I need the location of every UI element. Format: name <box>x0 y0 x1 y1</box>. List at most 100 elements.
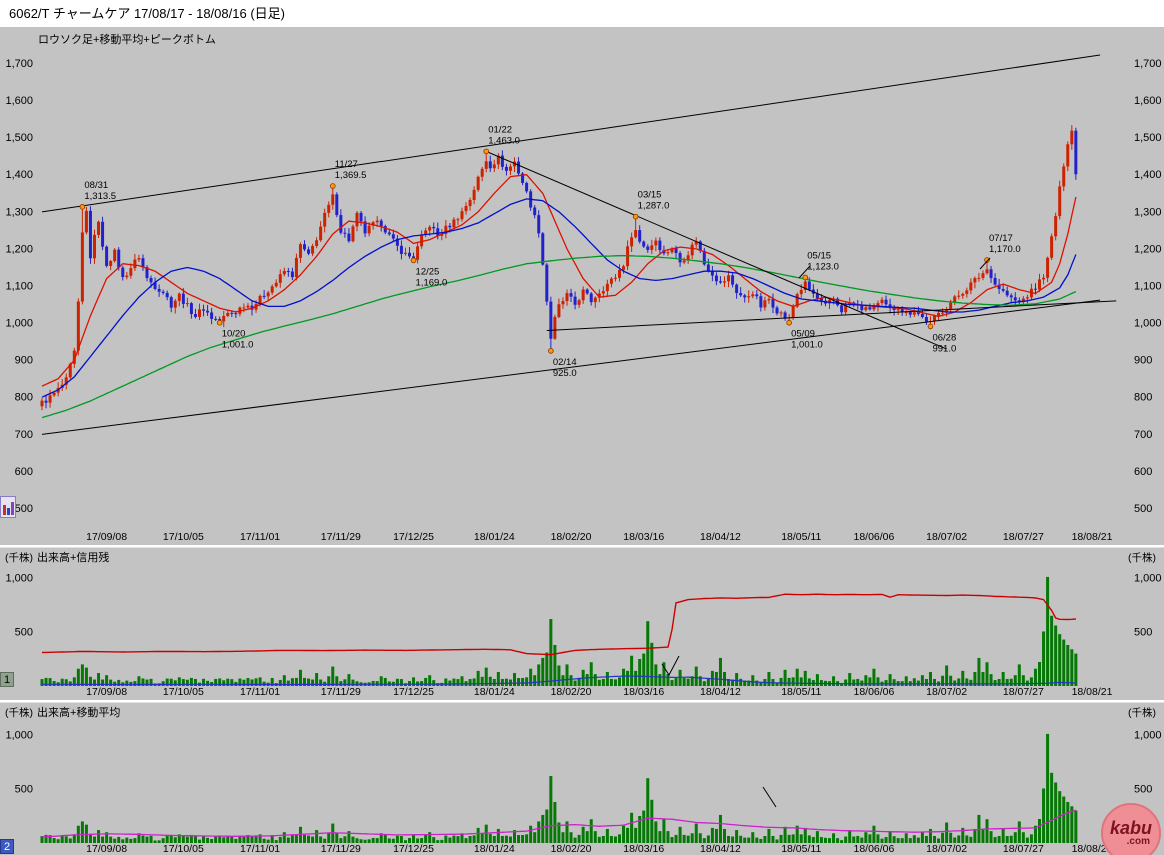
svg-text:18/07/02: 18/07/02 <box>926 843 967 855</box>
svg-text:17/09/08: 17/09/08 <box>86 531 127 543</box>
svg-text:18/01/24: 18/01/24 <box>474 531 515 543</box>
svg-text:18/04/12: 18/04/12 <box>700 843 741 855</box>
svg-text:18/07/27: 18/07/27 <box>1003 843 1044 855</box>
svg-text:500: 500 <box>1134 503 1152 515</box>
svg-text:17/09/08: 17/09/08 <box>86 686 127 698</box>
svg-text:1,463.0: 1,463.0 <box>488 135 520 146</box>
volume-unit-label-right: (千株) <box>1128 552 1156 564</box>
svg-text:1,000: 1,000 <box>1134 730 1162 742</box>
svg-text:11/27: 11/27 <box>335 159 358 170</box>
svg-text:17/11/01: 17/11/01 <box>240 686 280 698</box>
main-panel-label: ロウソク足+移動平均+ピークボトム <box>38 34 216 46</box>
svg-text:1,000: 1,000 <box>1134 318 1162 330</box>
svg-text:18/03/16: 18/03/16 <box>623 686 664 698</box>
svg-text:1,200: 1,200 <box>5 243 33 255</box>
svg-text:17/12/25: 17/12/25 <box>393 843 434 855</box>
volume-unit-label-left: (千株) <box>5 552 33 564</box>
svg-text:1,100: 1,100 <box>5 280 33 292</box>
svg-text:18/01/24: 18/01/24 <box>474 686 515 698</box>
svg-text:17/10/05: 17/10/05 <box>163 531 204 543</box>
svg-text:1,123.0: 1,123.0 <box>807 261 839 272</box>
svg-text:18/05/11: 18/05/11 <box>781 531 821 543</box>
svg-text:18/07/02: 18/07/02 <box>926 531 967 543</box>
svg-text:18/07/27: 18/07/27 <box>1003 531 1044 543</box>
svg-text:17/11/29: 17/11/29 <box>321 686 361 698</box>
svg-text:18/02/20: 18/02/20 <box>551 531 592 543</box>
volume-ma-unit-label-right: (千株) <box>1128 707 1156 719</box>
svg-text:1,000: 1,000 <box>5 730 33 742</box>
svg-text:1,100: 1,100 <box>1134 280 1162 292</box>
svg-text:17/11/29: 17/11/29 <box>321 531 361 543</box>
svg-text:1,600: 1,600 <box>1134 95 1162 107</box>
svg-text:1,000: 1,000 <box>5 318 33 330</box>
kabucom-logo: kabu .com <box>1101 803 1161 855</box>
svg-text:18/03/16: 18/03/16 <box>623 843 664 855</box>
svg-text:1,000: 1,000 <box>5 573 33 585</box>
svg-text:500: 500 <box>15 503 33 515</box>
volume-ma-panel-label: 出来高+移動平均 <box>37 707 121 719</box>
svg-text:1,400: 1,400 <box>1134 169 1162 181</box>
svg-text:991.0: 991.0 <box>932 343 956 354</box>
svg-text:18/04/12: 18/04/12 <box>700 531 741 543</box>
svg-text:03/15: 03/15 <box>638 190 662 201</box>
svg-text:06/28: 06/28 <box>932 332 956 343</box>
svg-text:1,500: 1,500 <box>5 132 33 144</box>
svg-text:01/22: 01/22 <box>488 124 512 135</box>
mini-icon-bar-red <box>3 505 6 515</box>
svg-text:17/11/29: 17/11/29 <box>321 843 361 855</box>
svg-text:18/01/24: 18/01/24 <box>474 843 515 855</box>
svg-text:17/12/25: 17/12/25 <box>393 531 434 543</box>
svg-text:18/06/06: 18/06/06 <box>853 531 894 543</box>
svg-text:18/05/11: 18/05/11 <box>781 843 821 855</box>
svg-text:800: 800 <box>1134 392 1152 404</box>
svg-text:500: 500 <box>1134 627 1152 639</box>
svg-text:18/04/12: 18/04/12 <box>700 686 741 698</box>
volume-ma-unit-label-left: (千株) <box>5 707 33 719</box>
svg-text:800: 800 <box>15 392 33 404</box>
kabucom-logo-com-text: .com <box>1126 835 1150 847</box>
svg-text:1,170.0: 1,170.0 <box>989 244 1021 255</box>
mini-candlestick-icon[interactable] <box>0 496 16 518</box>
svg-text:17/10/05: 17/10/05 <box>163 686 204 698</box>
svg-text:600: 600 <box>1134 466 1152 478</box>
svg-text:18/08/21: 18/08/21 <box>1072 531 1113 543</box>
svg-text:10/20: 10/20 <box>222 329 246 340</box>
svg-text:900: 900 <box>15 355 33 367</box>
svg-text:1,369.5: 1,369.5 <box>335 170 367 181</box>
svg-text:18/08/21: 18/08/21 <box>1072 686 1113 698</box>
svg-text:1,169.0: 1,169.0 <box>416 277 448 288</box>
volume-margin-panel-label: 出来高+信用残 <box>37 552 110 564</box>
svg-text:1,001.0: 1,001.0 <box>791 340 823 351</box>
svg-text:500: 500 <box>15 784 33 796</box>
svg-text:08/31: 08/31 <box>84 180 108 191</box>
svg-text:1,200: 1,200 <box>1134 243 1162 255</box>
svg-text:900: 900 <box>1134 355 1152 367</box>
svg-text:17/11/01: 17/11/01 <box>240 843 280 855</box>
svg-text:1,500: 1,500 <box>1134 132 1162 144</box>
svg-text:500: 500 <box>1134 784 1152 796</box>
svg-text:600: 600 <box>15 466 33 478</box>
svg-text:17/12/25: 17/12/25 <box>393 686 434 698</box>
svg-text:18/03/16: 18/03/16 <box>623 531 664 543</box>
svg-text:1,700: 1,700 <box>1134 58 1162 70</box>
svg-text:1,700: 1,700 <box>5 58 33 70</box>
panel-1-badge[interactable]: 1 <box>0 672 14 687</box>
svg-text:12/25: 12/25 <box>416 266 440 277</box>
svg-text:17/09/08: 17/09/08 <box>86 843 127 855</box>
svg-text:500: 500 <box>15 627 33 639</box>
svg-text:700: 700 <box>15 429 33 441</box>
svg-text:18/07/02: 18/07/02 <box>926 686 967 698</box>
svg-text:925.0: 925.0 <box>553 368 577 379</box>
svg-text:18/02/20: 18/02/20 <box>551 843 592 855</box>
svg-text:18/05/11: 18/05/11 <box>781 686 821 698</box>
mini-icon-bar-purple <box>11 502 14 515</box>
svg-text:700: 700 <box>1134 429 1152 441</box>
svg-text:18/06/06: 18/06/06 <box>853 686 894 698</box>
svg-text:18/02/20: 18/02/20 <box>551 686 592 698</box>
kabucom-logo-text: kabu <box>1109 817 1152 838</box>
svg-text:18/06/06: 18/06/06 <box>853 843 894 855</box>
svg-text:1,287.0: 1,287.0 <box>638 201 670 212</box>
page-title: 6062/T チャームケア 17/08/17 - 18/08/16 (日足) <box>9 6 285 21</box>
panel-2-badge[interactable]: 2 <box>0 839 14 854</box>
